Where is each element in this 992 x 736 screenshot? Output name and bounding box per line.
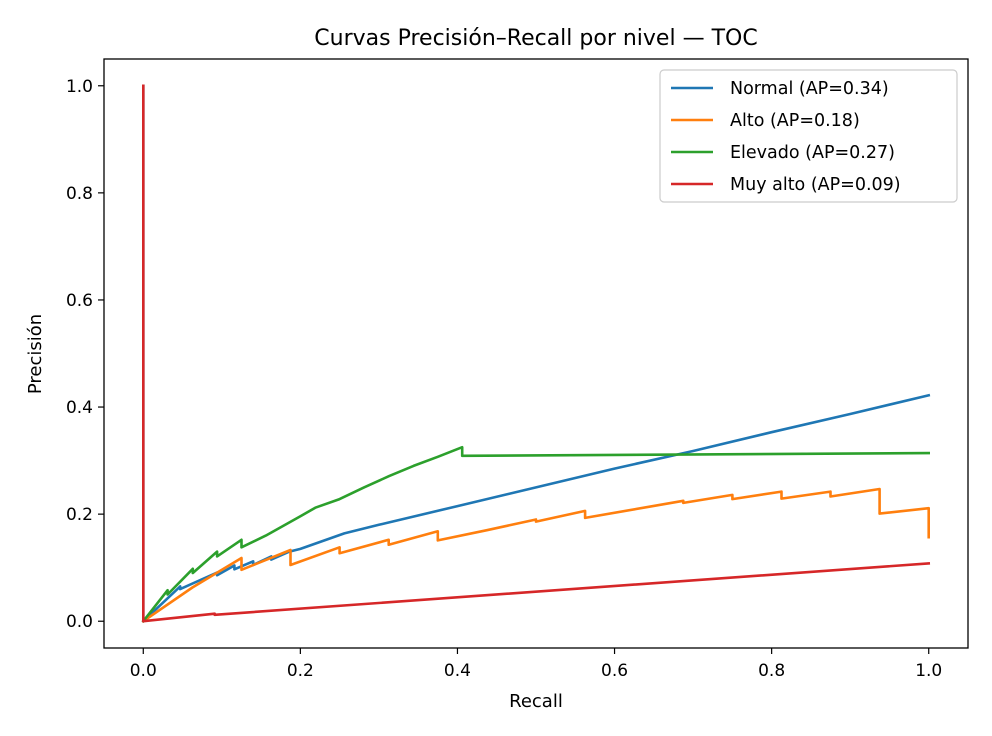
y-tick-label: 1.0 — [66, 77, 93, 97]
x-tick-label: 0.6 — [601, 661, 628, 681]
x-tick-label: 0.0 — [130, 661, 157, 681]
series-line-alto — [141, 487, 931, 624]
x-tick-label: 0.8 — [758, 661, 785, 681]
y-axis-label: Precisión — [25, 314, 46, 394]
legend-label-elevado: Elevado (AP=0.27) — [730, 143, 895, 163]
y-axis: 0.0 0.2 0.4 0.6 0.8 1.0 — [66, 77, 104, 632]
x-tick-label: 0.4 — [444, 661, 471, 681]
x-tick-label: 1.0 — [915, 661, 942, 681]
chart-title: Curvas Precisión–Recall por nivel — TOC — [314, 26, 757, 51]
y-tick-label: 0.6 — [66, 291, 93, 311]
legend-box — [659, 69, 958, 203]
x-axis: 0.0 0.2 0.4 0.6 0.8 1.0 — [130, 648, 942, 681]
legend-label-normal: Normal (AP=0.34) — [730, 79, 889, 99]
legend-label-muy-alto: Muy alto (AP=0.09) — [730, 175, 901, 195]
y-tick-label: 0.8 — [66, 184, 93, 204]
series-line-normal — [142, 84, 931, 623]
series-line-muy-alto — [142, 84, 931, 623]
x-tick-label: 0.2 — [287, 661, 314, 681]
y-tick-label: 0.2 — [66, 505, 93, 525]
y-tick-label: 0.0 — [66, 612, 93, 632]
x-axis-label: Recall — [509, 691, 563, 712]
y-tick-label: 0.4 — [66, 398, 93, 418]
series-layer — [141, 84, 931, 624]
legend-label-alto: Alto (AP=0.18) — [730, 111, 860, 131]
legend-items: Normal (AP=0.34) Alto (AP=0.18) Elevado (A… — [671, 79, 901, 195]
plot-frame — [103, 58, 969, 649]
series-line-elevado — [141, 445, 931, 624]
legend: Normal (AP=0.34) Alto (AP=0.18) Elevado (A… — [659, 69, 958, 203]
